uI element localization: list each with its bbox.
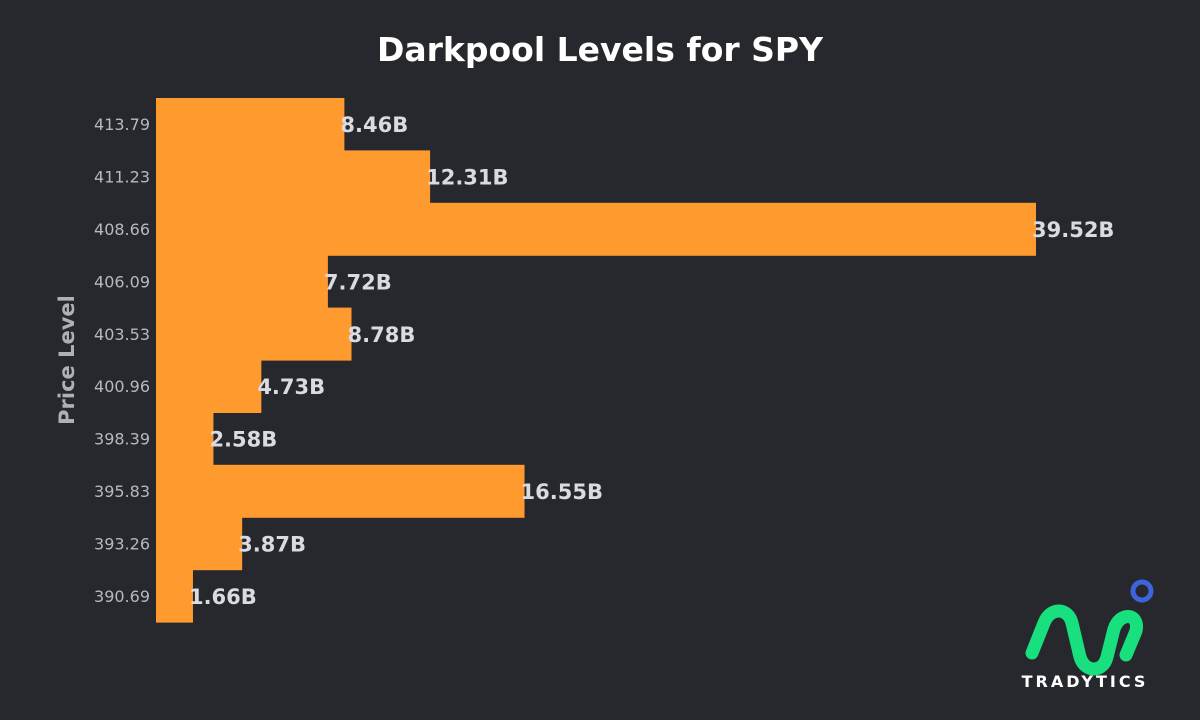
bar-value-label: 12.31B: [426, 166, 508, 190]
bar-403.53: [156, 307, 352, 361]
bar-value-label: 1.66B: [189, 585, 257, 609]
bar-395.83: [156, 464, 525, 518]
bars-group: [156, 98, 1036, 623]
y-tick-label: 390.69: [94, 587, 150, 606]
bar-value-label: 8.46B: [340, 113, 408, 137]
bar-411.23: [156, 150, 431, 204]
bar-413.79: [156, 98, 345, 151]
bar-406.09: [156, 255, 328, 309]
y-tick-label: 411.23: [94, 168, 150, 187]
bar-value-labels: 8.46B 12.31B 39.52B 7.72B 8.78B 4.73B 2.58B 16.…: [189, 113, 1114, 609]
chart-title: Darkpool Levels for SPY: [376, 30, 824, 69]
y-tick-label: 413.79: [94, 115, 150, 134]
bar-390.69: [156, 569, 193, 623]
bar-400.96: [156, 360, 262, 413]
bar-value-label: 39.52B: [1032, 218, 1114, 242]
y-tick-label: 393.26: [94, 534, 150, 553]
tradytics-logo-icon: [1025, 579, 1154, 676]
y-axis-label: Price Level: [55, 295, 79, 425]
bar-value-label: 2.58B: [209, 428, 277, 452]
y-tick-label: 408.66: [94, 220, 150, 239]
bar-value-label: 4.73B: [257, 375, 325, 399]
bar-398.39: [156, 412, 214, 466]
y-tick-label: 400.96: [94, 377, 150, 396]
bar-value-label: 3.87B: [238, 532, 306, 556]
y-tick-label: 395.83: [94, 482, 150, 501]
y-tick-labels: 413.79 411.23 408.66 406.09 403.53 400.96 398.…: [94, 115, 150, 606]
bar-value-label: 7.72B: [324, 270, 392, 294]
y-tick-label: 398.39: [94, 430, 150, 449]
y-tick-label: 406.09: [94, 272, 150, 291]
bar-value-label: 16.55B: [521, 480, 603, 504]
bar-value-label: 8.78B: [348, 323, 416, 347]
y-tick-label: 403.53: [94, 325, 150, 344]
brand-name: TRADYTICS: [1021, 672, 1149, 691]
bar-393.26: [156, 517, 243, 571]
bar-408.66: [156, 202, 1036, 256]
